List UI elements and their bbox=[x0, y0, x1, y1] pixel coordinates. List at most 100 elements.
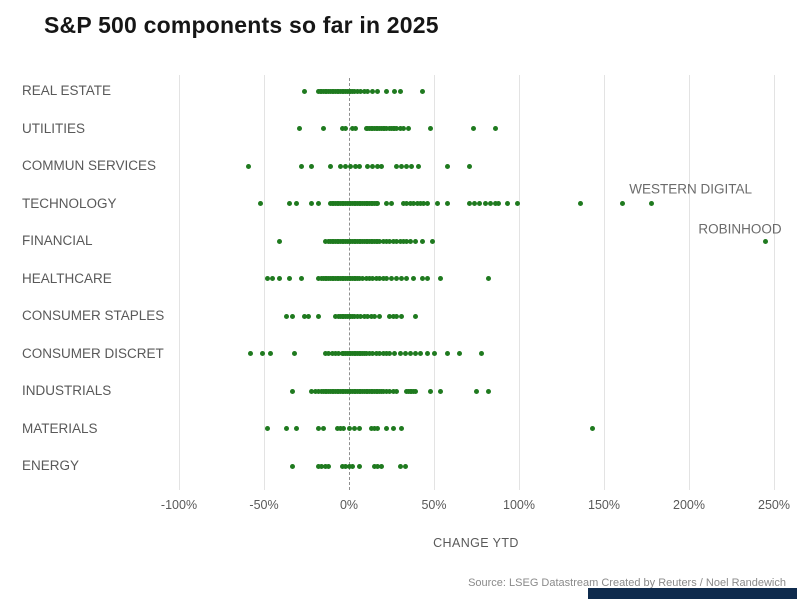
data-point bbox=[343, 126, 349, 131]
data-point bbox=[514, 201, 520, 206]
data-point bbox=[438, 276, 444, 281]
data-point bbox=[394, 126, 400, 131]
data-point bbox=[353, 163, 359, 169]
data-point bbox=[380, 388, 386, 394]
data-point bbox=[412, 238, 418, 244]
data-point bbox=[370, 163, 376, 169]
data-point bbox=[343, 463, 349, 469]
data-point bbox=[377, 238, 383, 244]
data-point bbox=[467, 163, 473, 169]
data-point bbox=[351, 313, 357, 319]
data-point bbox=[341, 426, 347, 431]
data-point bbox=[375, 163, 381, 169]
data-point bbox=[477, 201, 483, 206]
data-point bbox=[348, 163, 354, 169]
data-point bbox=[421, 201, 427, 206]
data-point bbox=[293, 426, 299, 431]
data-point bbox=[394, 276, 400, 281]
data-point bbox=[315, 276, 321, 281]
data-point bbox=[356, 163, 362, 169]
brand-bar bbox=[588, 588, 797, 599]
data-point bbox=[366, 351, 372, 356]
data-point bbox=[336, 351, 342, 356]
data-point bbox=[366, 276, 372, 281]
data-point bbox=[487, 201, 493, 206]
gridline bbox=[689, 75, 690, 490]
data-point bbox=[402, 463, 408, 469]
zero-gridline bbox=[349, 78, 350, 490]
data-point bbox=[358, 313, 364, 319]
data-point bbox=[429, 238, 435, 244]
data-point bbox=[763, 238, 768, 244]
data-point bbox=[309, 388, 315, 394]
data-point bbox=[378, 463, 384, 469]
category-label: CONSUMER DISCRET bbox=[22, 345, 164, 361]
data-point bbox=[332, 351, 338, 356]
data-point bbox=[365, 88, 371, 94]
category-label: ENERGY bbox=[22, 458, 80, 473]
gridline bbox=[179, 75, 180, 490]
data-point bbox=[387, 388, 393, 394]
data-point bbox=[485, 276, 491, 281]
data-point bbox=[387, 313, 393, 319]
data-point bbox=[387, 351, 393, 356]
data-point bbox=[383, 238, 389, 244]
data-point bbox=[349, 463, 355, 469]
data-point bbox=[417, 201, 423, 206]
data-point bbox=[322, 351, 328, 356]
data-point bbox=[264, 426, 270, 431]
data-point bbox=[356, 276, 362, 281]
data-point bbox=[482, 201, 488, 206]
data-point bbox=[394, 163, 400, 169]
category-label: COMMUN SERVICES bbox=[22, 158, 157, 173]
data-point bbox=[298, 276, 304, 281]
data-point bbox=[399, 313, 405, 319]
data-point bbox=[404, 238, 410, 244]
data-point bbox=[290, 388, 296, 394]
data-point bbox=[339, 126, 345, 131]
data-point bbox=[417, 351, 423, 356]
data-point bbox=[479, 351, 485, 356]
data-point bbox=[399, 426, 405, 431]
data-point bbox=[496, 201, 502, 206]
data-point bbox=[326, 351, 332, 356]
data-point bbox=[363, 351, 369, 356]
data-point bbox=[474, 388, 479, 394]
data-point bbox=[321, 426, 326, 431]
data-point bbox=[351, 88, 357, 94]
data-point bbox=[400, 126, 406, 131]
data-point bbox=[412, 313, 418, 319]
data-point bbox=[390, 388, 396, 394]
data-point bbox=[424, 201, 430, 206]
data-point bbox=[416, 163, 422, 169]
data-point bbox=[290, 313, 296, 319]
data-point bbox=[276, 238, 282, 244]
data-point bbox=[397, 88, 403, 94]
data-point bbox=[321, 126, 326, 131]
data-point bbox=[322, 463, 328, 469]
data-point bbox=[264, 276, 270, 281]
data-point bbox=[377, 351, 383, 356]
data-point bbox=[389, 276, 394, 281]
data-point bbox=[353, 126, 359, 131]
data-point bbox=[363, 276, 369, 281]
data-point bbox=[445, 163, 451, 169]
x-tick-label: -50% bbox=[249, 498, 279, 512]
x-tick-label: 100% bbox=[503, 498, 535, 512]
data-point bbox=[445, 351, 451, 356]
data-point bbox=[373, 351, 379, 356]
data-point bbox=[414, 201, 420, 206]
data-point bbox=[404, 276, 410, 281]
data-point bbox=[365, 163, 371, 169]
source-credit: Source: LSEG Datastream Created by Reute… bbox=[468, 577, 786, 589]
data-point bbox=[445, 201, 451, 206]
data-point bbox=[361, 88, 367, 94]
data-point bbox=[492, 126, 498, 131]
data-point bbox=[424, 351, 430, 356]
category-label: CONSUMER STAPLES bbox=[22, 308, 165, 323]
data-point bbox=[293, 201, 299, 206]
data-point bbox=[390, 238, 396, 244]
data-point bbox=[402, 351, 408, 356]
data-point bbox=[428, 126, 434, 131]
data-point bbox=[378, 163, 384, 169]
